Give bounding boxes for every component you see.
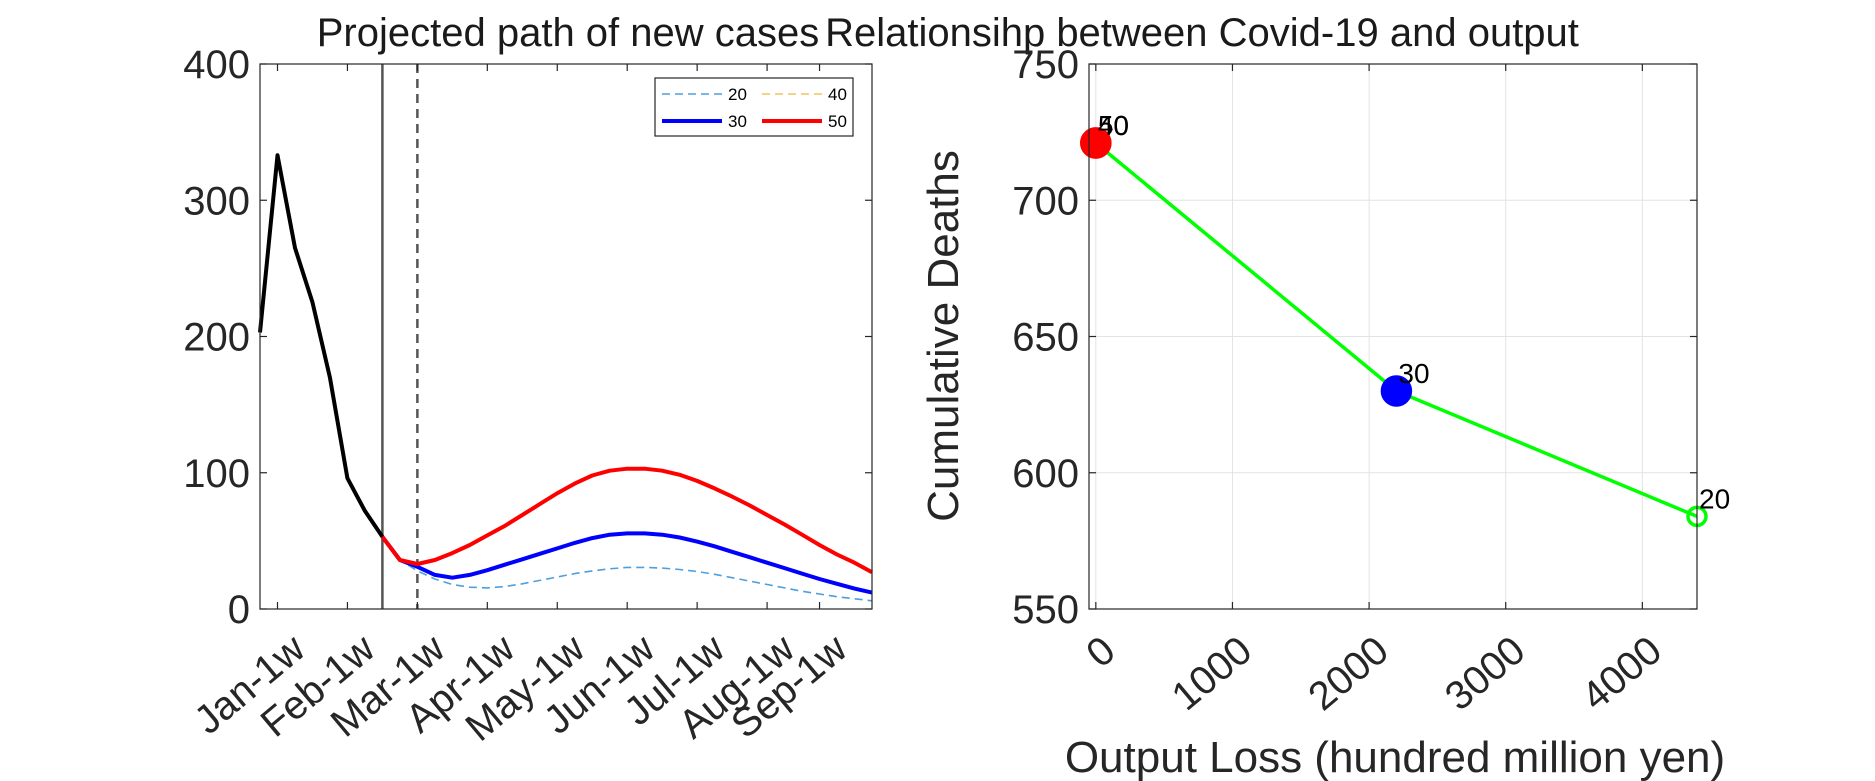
left-chart-title: Projected path of new cases (317, 11, 820, 55)
series-line-30 (380, 531, 873, 595)
y-tick-label: 200 (183, 316, 250, 360)
right-y-ticks: 550 600 650 700 750 (1012, 43, 1697, 632)
right-x-ticks: 0 1000 2000 3000 4000 (1078, 64, 1670, 719)
y-tick-label: 300 (183, 179, 250, 223)
point-label-20: 20 (1699, 483, 1730, 514)
right-grid (1089, 63, 1697, 610)
left-legend: 20 40 30 50 (654, 77, 854, 137)
y-tick-label: 750 (1012, 43, 1079, 87)
legend-box (654, 77, 854, 137)
x-tick-label: 2000 (1300, 628, 1396, 719)
right-x-axis-label: Output Loss (hundred million yen) (1065, 733, 1725, 781)
point-marker-30 (1380, 375, 1413, 407)
right-series-line (1094, 141, 1698, 519)
x-tick-label: 4000 (1574, 628, 1670, 719)
right-chart-title: Relationsihp between Covid-19 and output (825, 11, 1579, 55)
y-tick-label: 700 (1012, 179, 1079, 223)
y-tick-label: 400 (183, 43, 250, 87)
x-tick-label: 0 (1078, 628, 1123, 676)
point-label-30: 30 (1398, 358, 1429, 389)
x-tick-label: 3000 (1437, 628, 1533, 719)
connecting-line (1094, 141, 1698, 519)
y-tick-label: 0 (228, 588, 250, 632)
legend-label-20: 20 (728, 85, 747, 104)
left-y-ticks: 0 100 200 300 400 (183, 43, 872, 632)
y-tick-label: 600 (1012, 452, 1079, 496)
left-series-lines (258, 153, 873, 602)
point-label-40: 40 (1098, 110, 1129, 141)
y-tick-label: 650 (1012, 316, 1079, 360)
legend-label-50: 50 (828, 112, 847, 131)
left-vertical-lines (381, 64, 419, 609)
history-line (258, 153, 385, 538)
series-line-50 (380, 466, 873, 574)
y-tick-label: 100 (183, 452, 250, 496)
right-panel: Relationsihp between Covid-19 and output… (825, 11, 1730, 781)
left-plot-area (260, 64, 872, 609)
y-tick-label: 550 (1012, 588, 1079, 632)
right-y-axis-label: Cumulative Deaths (919, 150, 968, 522)
x-tick-label: 1000 (1164, 628, 1260, 719)
left-panel: Projected path of new cases 0 100 200 300 40… (183, 11, 873, 750)
legend-label-40: 40 (828, 85, 847, 104)
point-marker-40 (1080, 127, 1112, 159)
series-line-20 (381, 536, 873, 602)
legend-label-30: 30 (728, 112, 747, 131)
